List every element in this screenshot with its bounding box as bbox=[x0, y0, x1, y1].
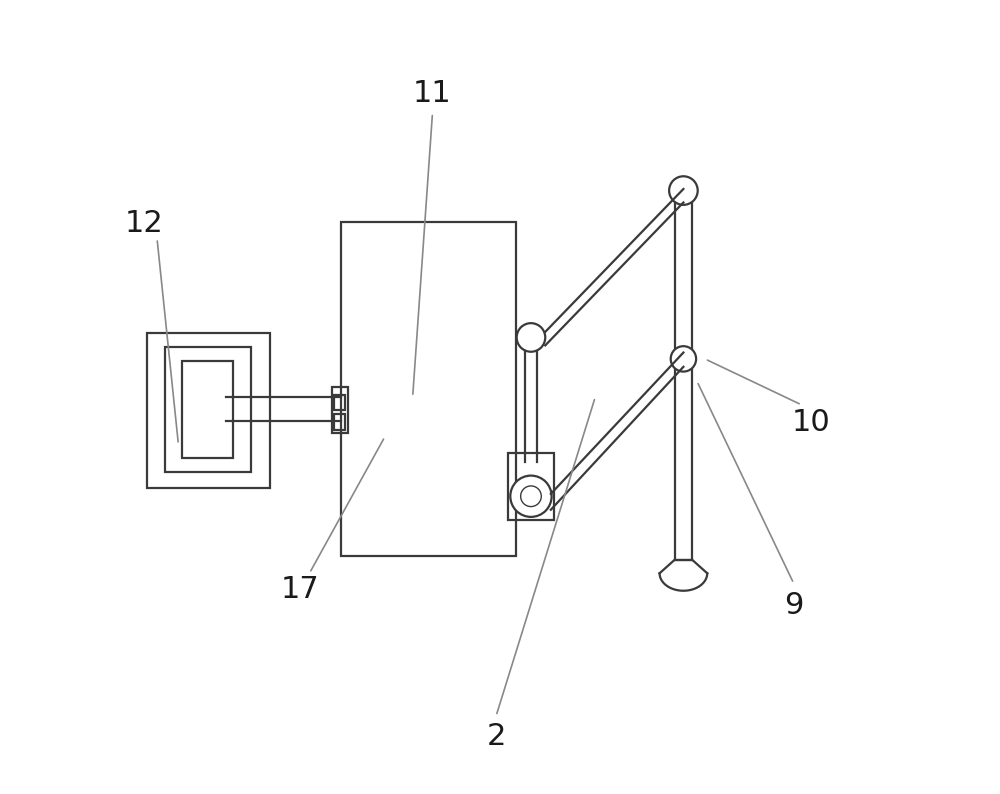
Bar bbox=[334, 414, 345, 430]
Bar bbox=[341, 222, 516, 556]
Bar bbox=[332, 387, 348, 433]
Text: 17: 17 bbox=[281, 575, 319, 603]
Bar bbox=[147, 333, 270, 488]
Circle shape bbox=[671, 346, 696, 372]
Circle shape bbox=[669, 176, 698, 205]
Bar bbox=[182, 361, 233, 458]
Bar bbox=[334, 395, 345, 410]
Circle shape bbox=[517, 323, 545, 352]
Text: 11: 11 bbox=[413, 79, 452, 108]
Circle shape bbox=[521, 486, 541, 507]
Bar bbox=[508, 453, 554, 520]
Bar bbox=[675, 191, 692, 560]
Bar bbox=[165, 347, 251, 472]
Text: 10: 10 bbox=[792, 408, 831, 437]
Text: 12: 12 bbox=[125, 210, 164, 238]
Text: 2: 2 bbox=[486, 722, 506, 750]
Circle shape bbox=[510, 476, 552, 517]
Text: 9: 9 bbox=[784, 591, 803, 619]
